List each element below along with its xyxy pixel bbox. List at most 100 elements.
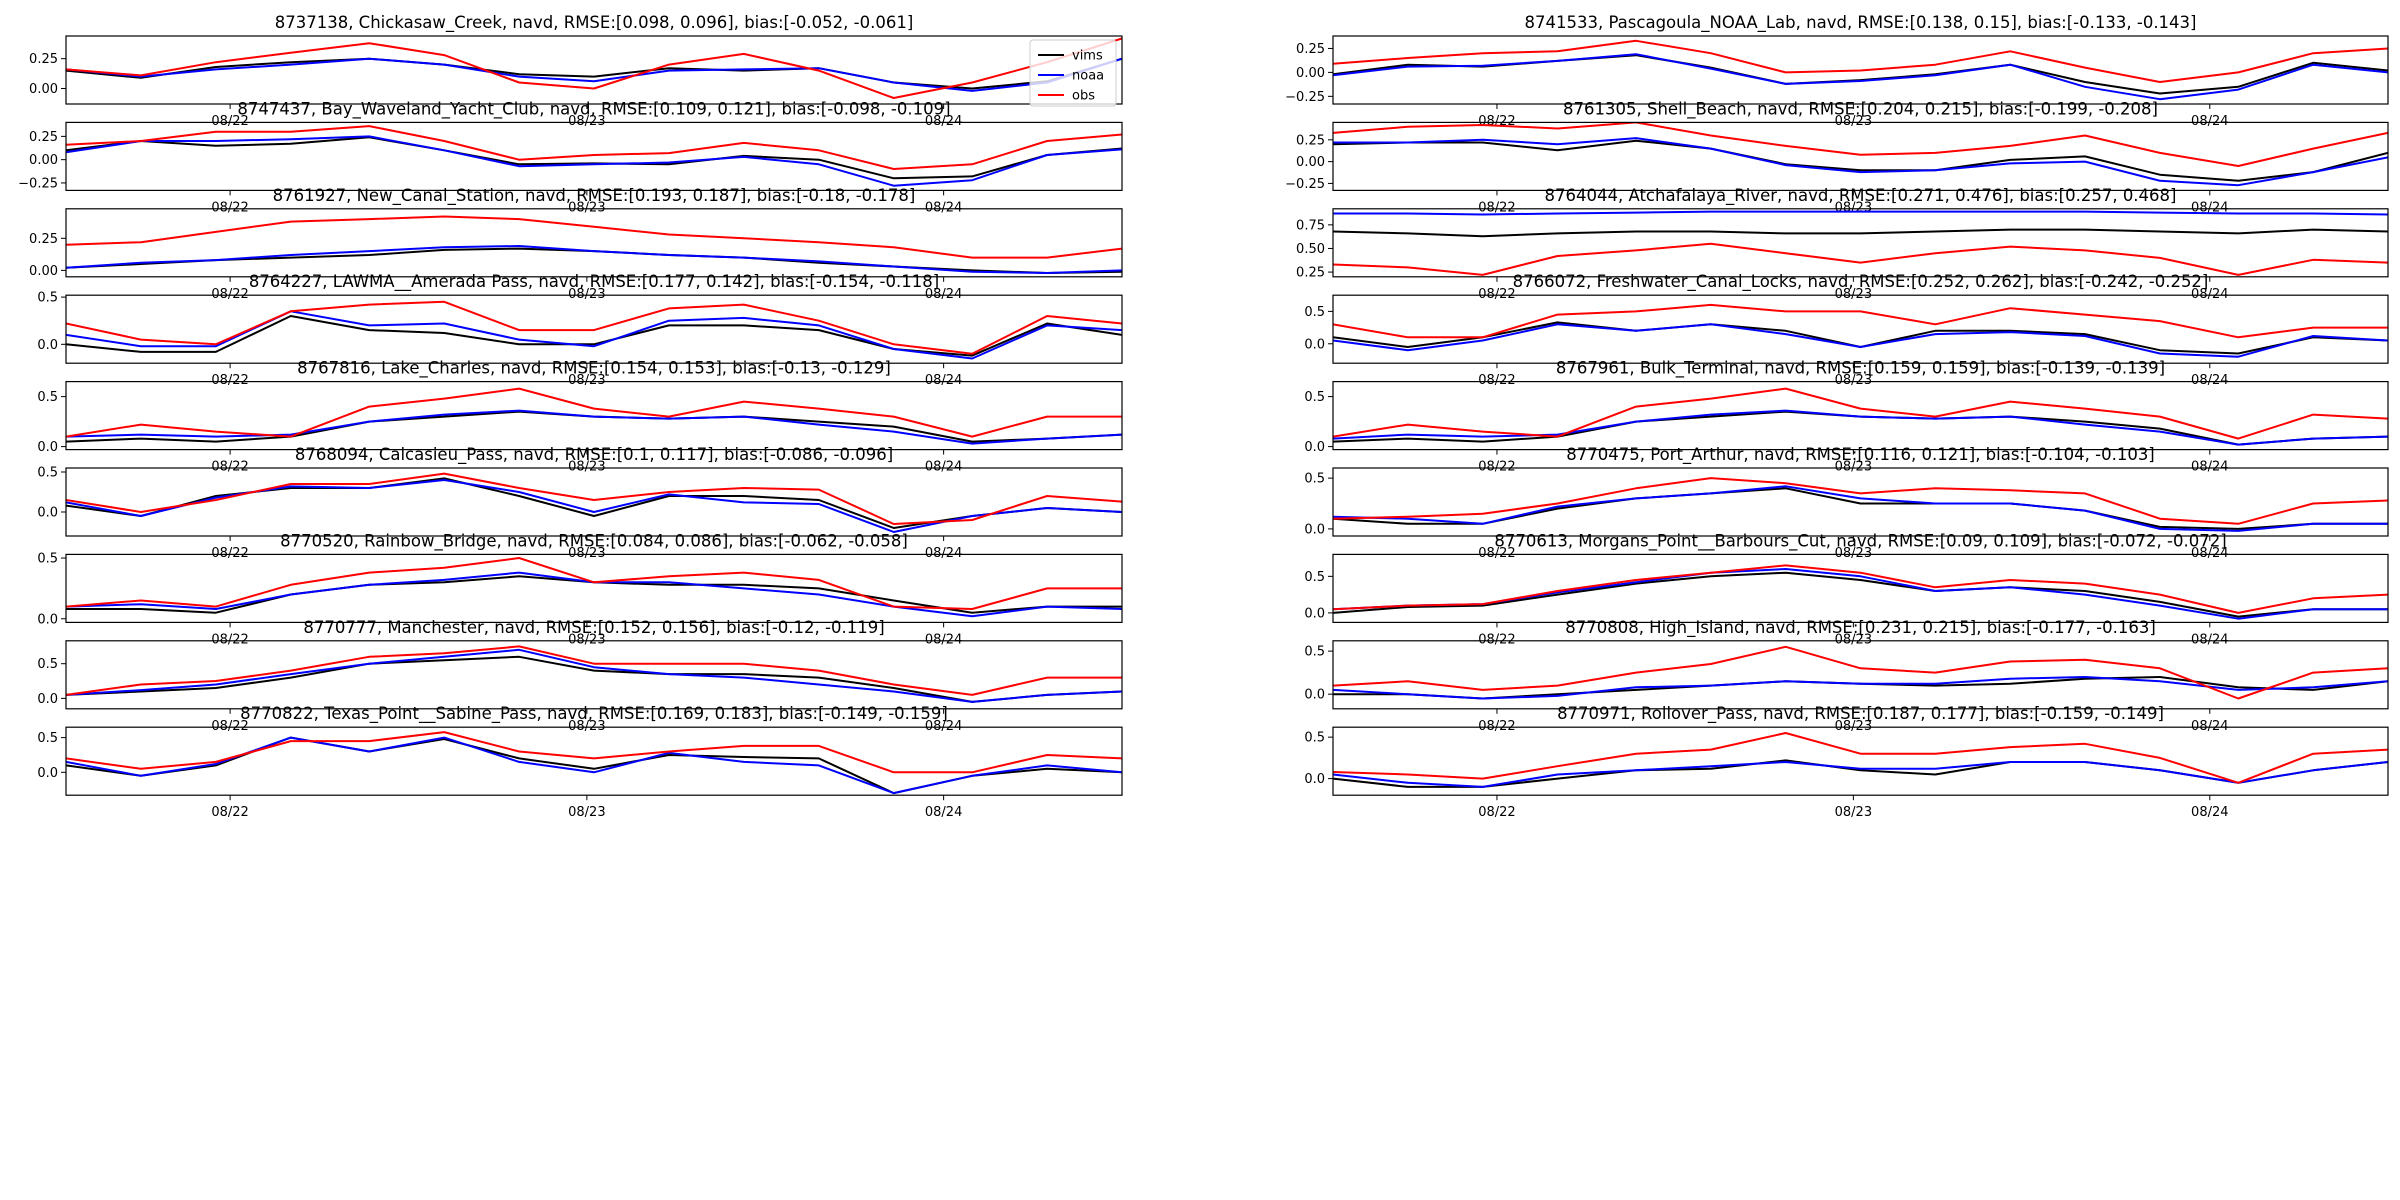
x-tick-label: 08/23 (568, 287, 605, 302)
series-line-noaa (66, 648, 1122, 703)
x-tick-label: 08/22 (211, 114, 248, 129)
x-tick-label: 08/24 (2191, 287, 2228, 302)
subplot-panel: 8761305, Shell_Beach, navd, RMSE:[0.204,… (1285, 99, 2389, 215)
x-tick-label: 08/23 (1835, 632, 1872, 647)
y-tick-label: 0.5 (1304, 570, 1325, 585)
y-tick-label: 0.0 (1304, 606, 1325, 621)
subplot-title: 8770777, Manchester, navd, RMSE:[0.152, … (303, 618, 884, 637)
subplot-panel: 8747437, Bay_Waveland_Yacht_Club, navd, … (18, 99, 1123, 215)
y-tick-label: 0.5 (1304, 305, 1325, 320)
series-line-noaa (1333, 210, 2388, 216)
subplot-panel: 8767961, Bulk_Terminal, navd, RMSE:[0.15… (1304, 359, 2389, 475)
x-tick-label: 08/22 (1478, 632, 1515, 647)
x-tick-label: 08/24 (925, 805, 962, 820)
series-line-obs (66, 472, 1122, 525)
y-tick-label: 0.0 (37, 766, 58, 781)
y-tick-label: 0.0 (1304, 337, 1325, 352)
x-tick-label: 08/23 (1835, 460, 1872, 475)
x-tick-label: 08/22 (211, 719, 248, 734)
series-line-noaa (66, 245, 1122, 274)
subplot-panel: 8766072, Freshwater_Canal_Locks, navd, R… (1304, 272, 2389, 388)
x-tick-label: 08/23 (568, 114, 605, 129)
y-tick-label: 0.5 (37, 291, 58, 306)
series-line-obs (66, 300, 1122, 355)
series-line-noaa (66, 57, 1122, 92)
series-line-obs (1333, 732, 2388, 784)
series-line-noaa (1333, 409, 2388, 446)
x-tick-label: 08/22 (211, 632, 248, 647)
x-tick-label: 08/22 (1478, 200, 1515, 215)
series-line-vims (66, 736, 1122, 795)
y-tick-label: 0.0 (37, 506, 58, 521)
y-tick-label: 0.25 (1296, 133, 1325, 148)
y-tick-label: −0.25 (1285, 90, 1325, 105)
subplot-title: 8768094, Calcasieu_Pass, navd, RMSE:[0.1… (295, 445, 893, 465)
series-line-vims (66, 315, 1122, 357)
y-tick-label: −0.25 (1285, 177, 1325, 192)
legend: vims noaa obs (1029, 39, 1117, 107)
axes-frame (65, 467, 1123, 537)
x-tick-label: 08/22 (1478, 373, 1515, 388)
axes-frame (65, 208, 1123, 278)
x-tick-label: 08/24 (2191, 200, 2228, 215)
series-line-obs (1333, 39, 2388, 83)
x-tick-label: 08/22 (1478, 805, 1515, 820)
y-tick-label: 0.5 (1304, 645, 1325, 660)
x-tick-label: 08/22 (211, 287, 248, 302)
series-line-vims (66, 247, 1122, 274)
series-line-obs (66, 557, 1122, 610)
x-tick-label: 08/22 (1478, 460, 1515, 475)
axes-frame (1332, 294, 2389, 364)
series-line-noaa (1333, 323, 2388, 358)
axes-frame (65, 121, 1123, 192)
axes-frame (1332, 640, 2389, 710)
subplot-panel: 8770613, Morgans_Point__Barbours_Cut, na… (1304, 531, 2389, 647)
x-tick-label: 08/24 (2191, 805, 2228, 820)
x-tick-label: 08/23 (568, 546, 605, 561)
y-tick-label: 0.0 (37, 440, 58, 455)
series-line-obs (1333, 387, 2388, 440)
axes-frame (65, 381, 1123, 451)
y-tick-label: 0.5 (1304, 390, 1325, 405)
series-line-noaa (1333, 761, 2388, 788)
series-line-noaa (1333, 485, 2388, 532)
series-line-obs (1333, 242, 2388, 276)
subplot-title: 8747437, Bay_Waveland_Yacht_Club, navd, … (237, 99, 950, 119)
axes-frame (65, 35, 1123, 105)
axes-frame (1332, 35, 2389, 105)
legend-label-noaa: noaa (1072, 69, 1104, 84)
subplot-panel: 8761927, New_Canal_Station, navd, RMSE:[… (29, 186, 1123, 302)
x-tick-label: 08/24 (925, 200, 962, 215)
y-tick-label: 0.0 (1304, 440, 1325, 455)
x-tick-label: 08/23 (568, 460, 605, 475)
series-line-obs (1333, 564, 2388, 614)
series-line-obs (1333, 122, 2388, 167)
subplot-panel: 8764044, Atchafalaya_River, navd, RMSE:[… (1296, 186, 2389, 302)
subplot-title: 8741533, Pascagoula_NOAA_Lab, navd, RMSE… (1525, 13, 2197, 33)
series-line-vims (66, 57, 1122, 90)
y-tick-label: 0.5 (37, 657, 58, 672)
legend-label-obs: obs (1072, 89, 1095, 104)
x-tick-label: 08/22 (1478, 719, 1515, 734)
axes-frame (1332, 467, 2389, 537)
series-line-noaa (66, 409, 1122, 445)
x-tick-label: 08/24 (925, 114, 962, 129)
x-tick-label: 08/23 (568, 719, 605, 734)
x-tick-label: 08/24 (925, 460, 962, 475)
x-tick-label: 08/23 (1835, 719, 1872, 734)
x-tick-label: 08/24 (925, 287, 962, 302)
subplot-panel: 8764227, LAWMA__Amerada Pass, navd, RMSE… (37, 272, 1123, 388)
x-tick-label: 08/23 (1835, 546, 1872, 561)
subplot-title: 8761305, Shell_Beach, navd, RMSE:[0.204,… (1563, 99, 2158, 119)
series-line-obs (66, 387, 1122, 438)
subplot-title: 8767961, Bulk_Terminal, navd, RMSE:[0.15… (1556, 359, 2165, 379)
y-tick-label: 0.5 (37, 466, 58, 481)
axes-frame (1332, 726, 2389, 796)
y-tick-label: 0.0 (37, 612, 58, 627)
series-line-obs (1333, 645, 2388, 700)
series-line-noaa (66, 479, 1122, 533)
series-line-noaa (66, 310, 1122, 360)
y-tick-label: 0.25 (29, 232, 58, 247)
series-line-noaa (1333, 137, 2388, 187)
subplot-panel: 8770822, Texas_Point__Sabine_Pass, navd,… (37, 704, 1123, 820)
